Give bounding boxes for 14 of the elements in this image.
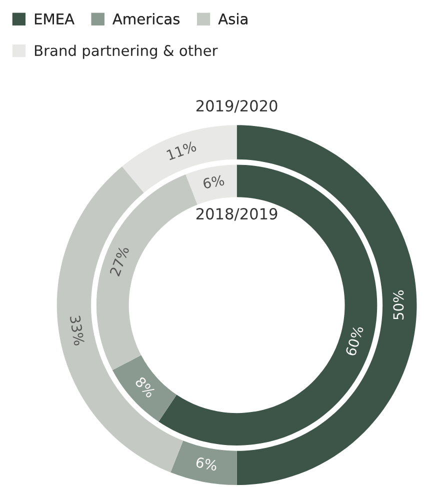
data-label: 6% [202, 174, 225, 189]
data-label: 33% [70, 315, 85, 346]
slice-label: 2019/2020 [196, 100, 278, 113]
legend-label: EMEA [34, 14, 74, 24]
legend-label: Asia [218, 13, 248, 24]
slice-label: 2018/2019 [196, 208, 278, 221]
legend-label: Brand partnering & other [34, 44, 218, 59]
data-label: 27% [109, 246, 130, 277]
legend-label: Americas [112, 13, 180, 24]
data-label: 11% [166, 140, 197, 160]
data-label: 8% [134, 376, 156, 398]
data-label: 60% [345, 325, 364, 356]
data-label: 6% [196, 456, 218, 471]
data-label: 50% [393, 290, 404, 320]
